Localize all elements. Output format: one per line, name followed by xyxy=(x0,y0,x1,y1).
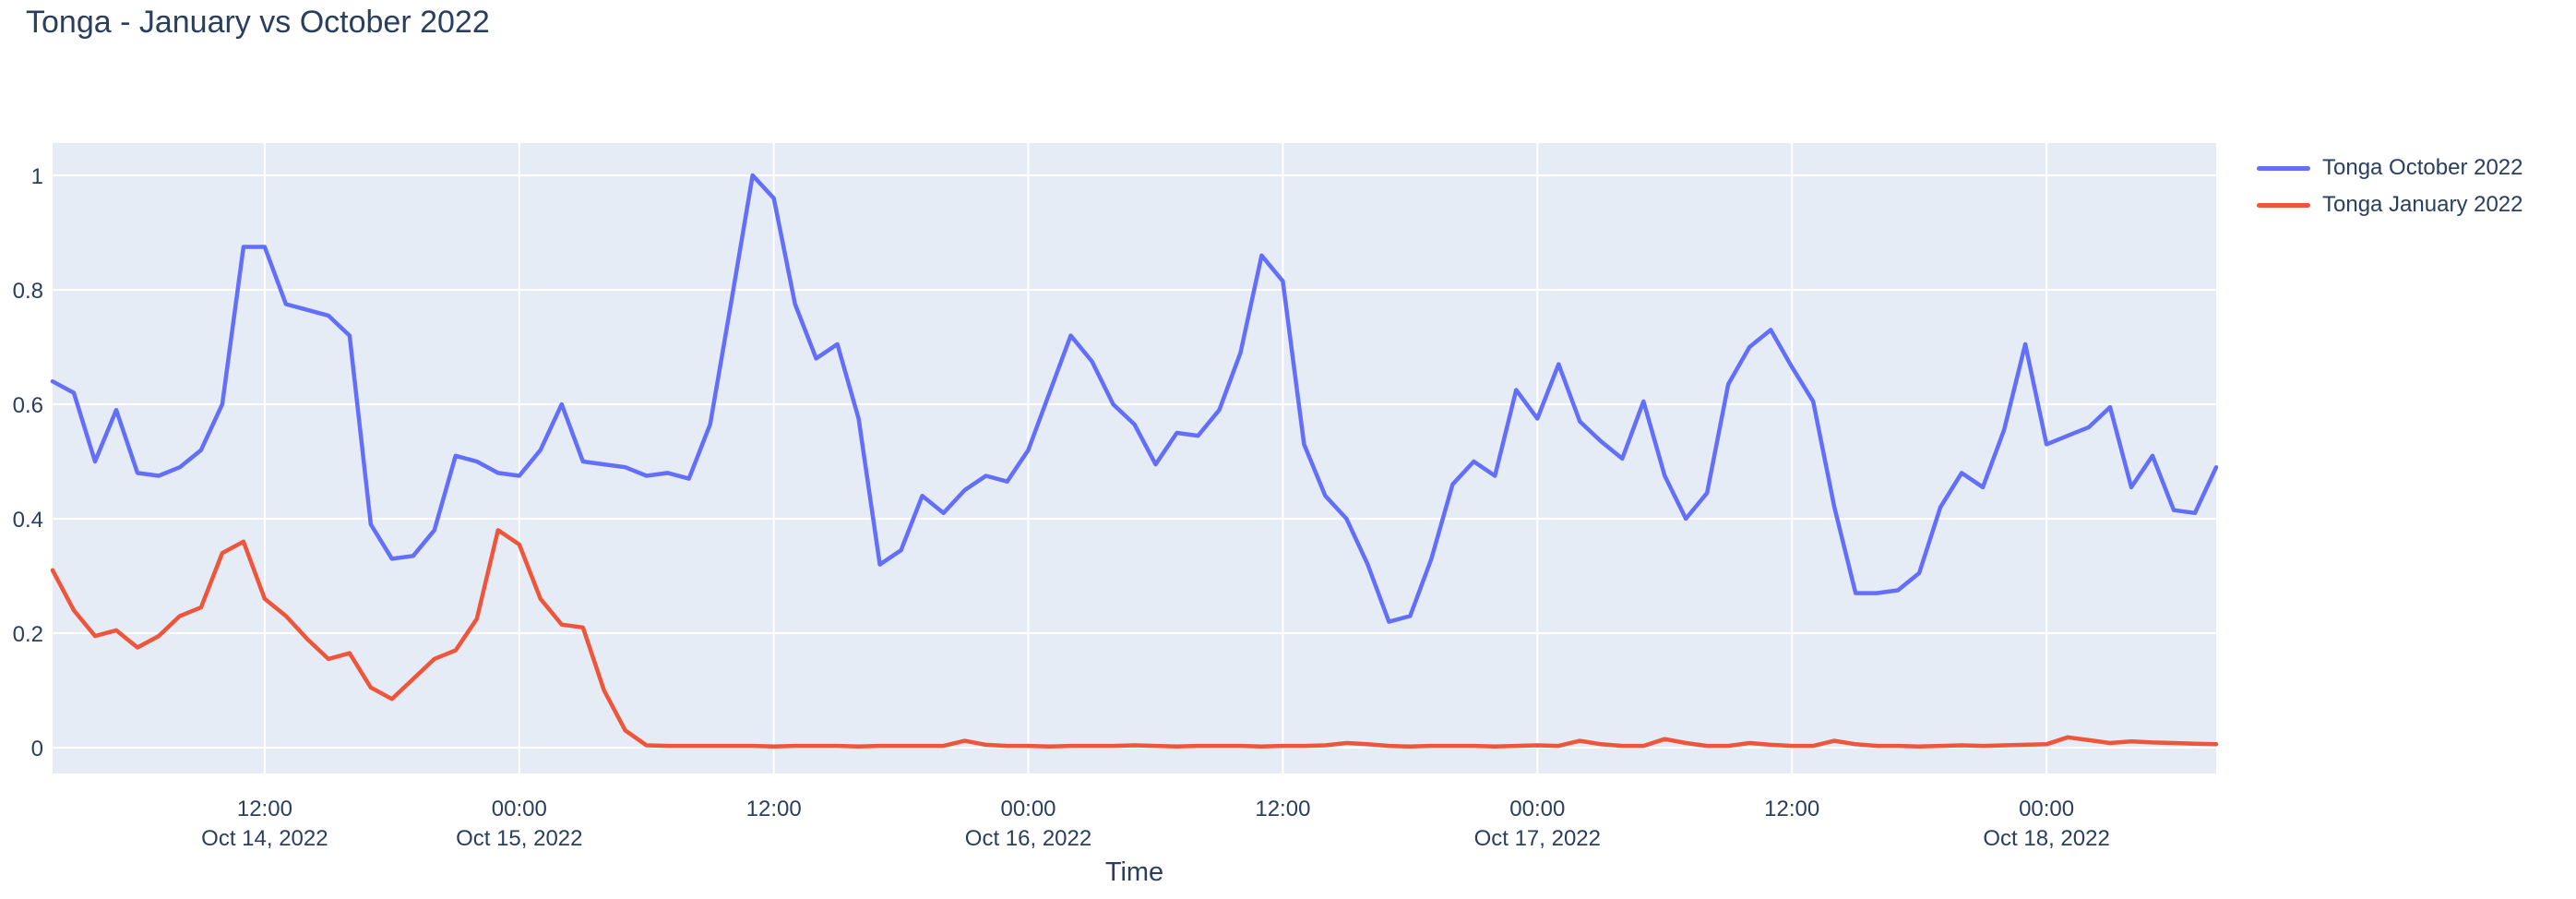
y-tick-label: 0.4 xyxy=(13,508,43,533)
y-tick-label: 0.6 xyxy=(13,393,43,418)
legend-item-tonga-january-2022[interactable]: Tonga January 2022 xyxy=(2257,186,2523,223)
x-tick-label-time: 00:00 xyxy=(2019,797,2074,821)
x-tick-label-date: Oct 15, 2022 xyxy=(456,826,582,851)
x-tick-label-time: 00:00 xyxy=(492,797,547,821)
legend-item-tonga-october-2022[interactable]: Tonga October 2022 xyxy=(2257,150,2523,186)
x-tick-label-time: 12:00 xyxy=(1764,797,1819,821)
x-axis-title: Time xyxy=(1105,857,1163,887)
x-tick-label-date: Oct 16, 2022 xyxy=(965,826,1091,851)
legend: Tonga October 2022 Tonga January 2022 xyxy=(2257,150,2523,223)
x-tick-label-time: 12:00 xyxy=(746,797,802,821)
x-tick-label-time: 12:00 xyxy=(1255,797,1310,821)
legend-label-october: Tonga October 2022 xyxy=(2322,155,2523,180)
series-line-october[interactable] xyxy=(50,173,2219,624)
y-tick-label: 0 xyxy=(31,737,43,761)
x-tick-label-date: Oct 17, 2022 xyxy=(1474,826,1601,851)
x-tick-label-time: 00:00 xyxy=(1000,797,1055,821)
y-tick-label: 1 xyxy=(31,164,43,189)
chart-title: Tonga - January vs October 2022 xyxy=(26,5,490,40)
legend-line-swatch-january xyxy=(2257,202,2310,208)
y-tick-label: 0.2 xyxy=(13,622,43,647)
x-tick-label-date: Oct 14, 2022 xyxy=(201,826,328,851)
x-tick-label-date: Oct 18, 2022 xyxy=(1983,826,2109,851)
x-tick-label-time: 00:00 xyxy=(1509,797,1565,821)
legend-line-swatch-october xyxy=(2257,165,2310,171)
plot-background xyxy=(53,143,2216,773)
x-tick-label-time: 12:00 xyxy=(237,797,292,821)
y-tick-label: 0.8 xyxy=(13,279,43,304)
series-line-january[interactable] xyxy=(50,528,2219,749)
legend-label-january: Tonga January 2022 xyxy=(2322,192,2523,217)
